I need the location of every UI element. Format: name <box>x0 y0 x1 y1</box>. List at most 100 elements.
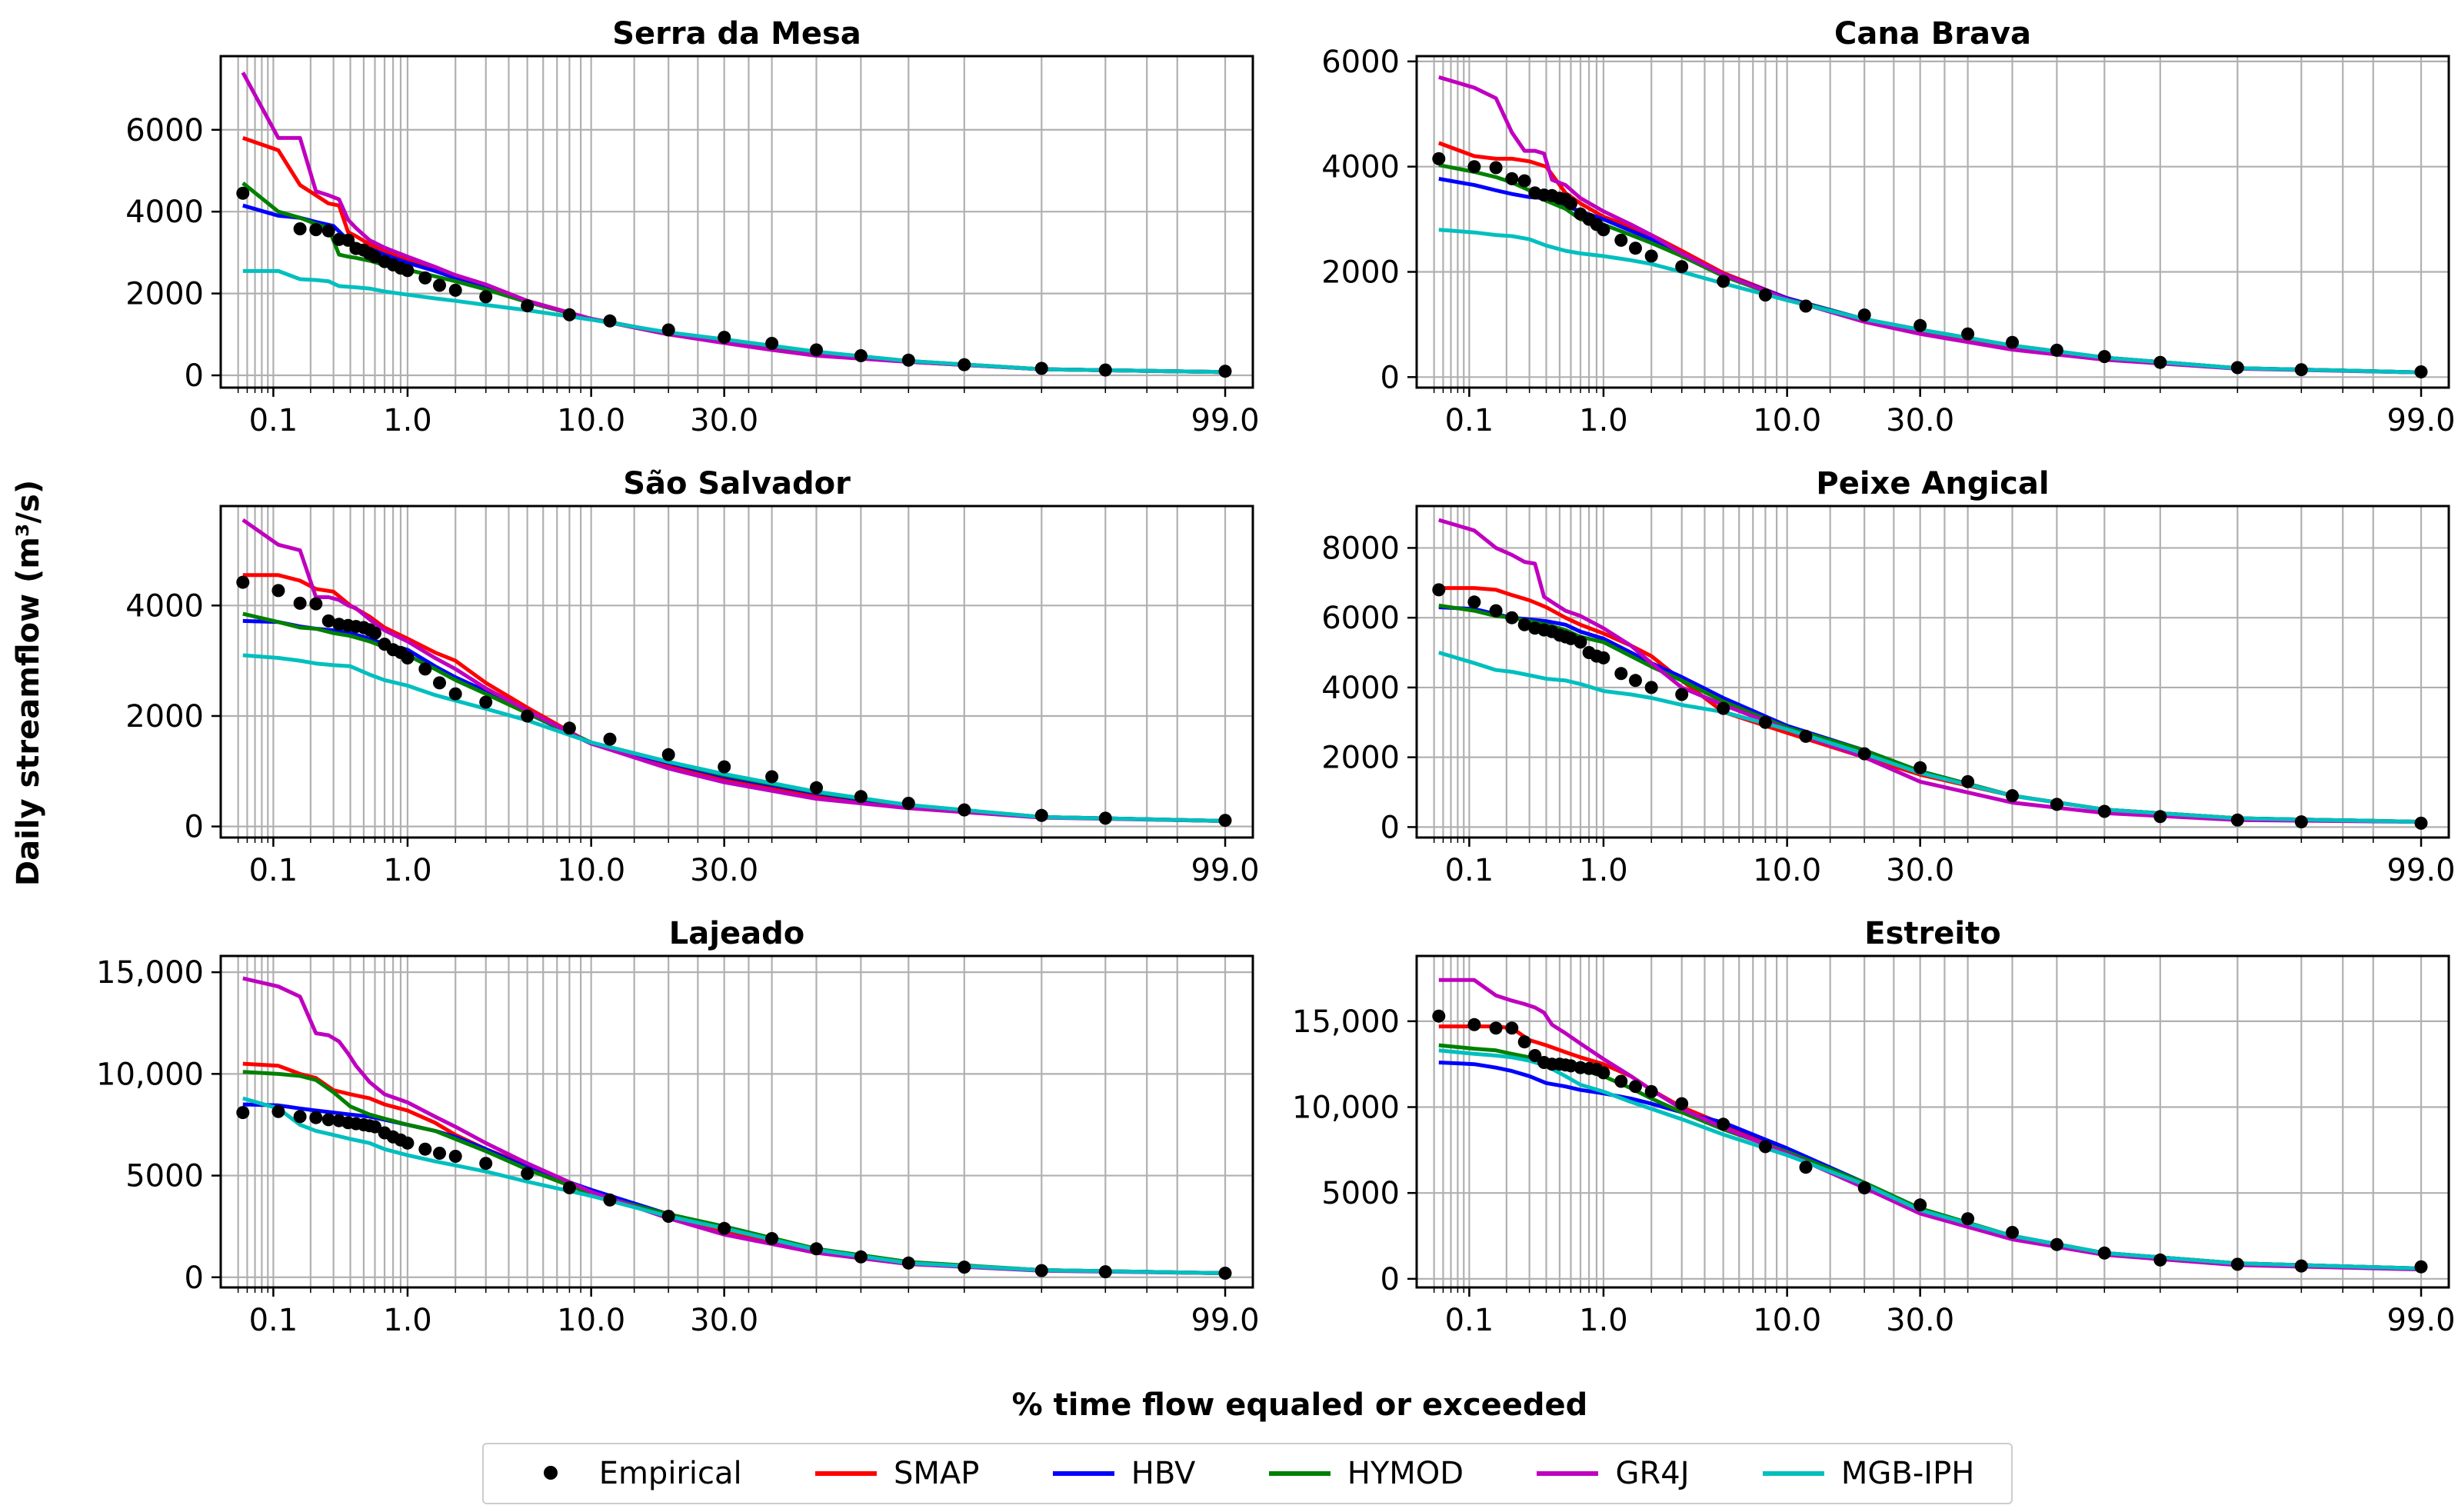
legend-swatch-gr4j <box>1537 1471 1599 1476</box>
empirical-point <box>1644 681 1658 694</box>
y-tick-label: 2000 <box>1321 255 1400 290</box>
empirical-point <box>521 709 535 723</box>
empirical-points <box>1432 583 2428 830</box>
empirical-point <box>1758 1140 1772 1154</box>
axes-frame <box>1415 505 2450 839</box>
legend-swatch-smap <box>814 1471 877 1476</box>
series-mgb-iph-line <box>242 268 1226 375</box>
grid <box>221 56 1253 388</box>
figure-ylabel: Daily streamflow (m³/s) <box>11 480 46 886</box>
panel-title: Lajeado <box>669 916 804 951</box>
empirical-point <box>1913 1198 1927 1212</box>
series-smap-line <box>1438 586 2422 824</box>
empirical-points <box>236 1104 1232 1280</box>
legend-item-hymod: HYMOD <box>1268 1456 1464 1491</box>
x-tick-label: 10.0 <box>1753 1303 1821 1338</box>
empirical-point <box>1629 674 1642 688</box>
empirical-point <box>603 1193 617 1207</box>
empirical-point <box>1629 1080 1642 1094</box>
y-tick-label: 2000 <box>125 277 204 312</box>
empirical-point <box>418 1142 432 1156</box>
y-tick-label: 4000 <box>1321 150 1400 185</box>
empirical-point <box>562 308 576 321</box>
x-tick-label: 99.0 <box>1191 853 1259 888</box>
empirical-point <box>1098 811 1112 825</box>
empirical-point <box>309 223 323 237</box>
empirical-point <box>854 1250 868 1264</box>
empirical-point <box>1961 774 1975 788</box>
empirical-point <box>1098 363 1112 377</box>
x-tick-label: 1.0 <box>383 853 432 888</box>
empirical-point <box>1758 715 1772 729</box>
x-tick-label: 99.0 <box>2386 853 2455 888</box>
empirical-point <box>1467 595 1481 609</box>
empirical-point <box>271 1104 285 1118</box>
empirical-point <box>2006 335 2019 349</box>
empirical-point <box>765 1232 779 1245</box>
empirical-point <box>1799 299 1813 313</box>
empirical-point <box>1857 747 1871 761</box>
x-tick-label: 30.0 <box>1886 853 1954 888</box>
empirical-point <box>418 271 432 285</box>
panel-1: 0.1 1.0 10.0 30.0 99.0 0 2000 4000 6000 Cana Brav… <box>1321 16 2455 438</box>
panel-2: 0.1 1.0 10.0 30.0 99.0 0 2000 4000 São Salvador <box>125 466 1259 888</box>
empirical-point <box>1432 152 1446 165</box>
empirical-point <box>718 760 731 774</box>
series-hymod-line <box>1438 163 2422 375</box>
empirical-point <box>1467 160 1481 174</box>
x-tick-label: 0.1 <box>1445 1303 1494 1338</box>
y-tick-label: 10,000 <box>96 1057 204 1092</box>
x-tick-label: 10.0 <box>1753 403 1821 438</box>
empirical-point <box>1857 308 1871 322</box>
empirical-point <box>1961 1212 1975 1226</box>
empirical-point <box>901 797 915 810</box>
series-hbv-line <box>242 203 1226 375</box>
x-tick-label: 30.0 <box>1886 1303 1954 1338</box>
empirical-point <box>1034 361 1048 375</box>
series-hymod-line <box>1438 603 2422 824</box>
empirical-point <box>401 264 415 278</box>
empirical-point <box>521 1167 535 1181</box>
empirical-point <box>958 358 971 371</box>
empirical-point <box>1644 249 1658 263</box>
series-hymod-line <box>1438 1043 2422 1271</box>
empirical-point <box>661 748 675 761</box>
empirical-point <box>2153 810 2167 824</box>
x-tick-label: 1.0 <box>383 403 432 438</box>
legend-label: Empirical <box>598 1456 742 1491</box>
empirical-point <box>1675 260 1689 274</box>
x-tick-label: 1.0 <box>1579 1303 1628 1338</box>
series-mgb-iph-line <box>1438 1048 2422 1271</box>
empirical-point <box>401 651 415 664</box>
empirical-point <box>1467 1017 1481 1031</box>
series-mgb-iph-line <box>1438 228 2422 375</box>
x-tick-label: 10.0 <box>557 853 625 888</box>
legend-swatch-hymod <box>1268 1471 1331 1476</box>
legend-item-smap: SMAP <box>814 1456 979 1491</box>
y-tick-label: 15,000 <box>1292 1004 1400 1040</box>
panel-3: 0.1 1.0 10.0 30.0 99.0 0 2000 4000 6000 8000 Peixe… <box>1321 466 2455 888</box>
empirical-point <box>2006 1226 2019 1239</box>
empirical-point <box>603 314 617 328</box>
y-tick-label: 5000 <box>125 1159 204 1194</box>
x-tick-label: 1.0 <box>383 1303 432 1338</box>
series-mgb-iph-line <box>242 653 1226 823</box>
x-tick-label: 30.0 <box>690 853 758 888</box>
empirical-point <box>1717 275 1730 288</box>
empirical-point <box>810 343 823 357</box>
empirical-point <box>1597 651 1610 664</box>
empirical-point <box>368 250 381 264</box>
empirical-point <box>854 790 868 804</box>
x-tick-label: 0.1 <box>1445 853 1494 888</box>
empirical-point <box>1758 288 1772 302</box>
empirical-points <box>1432 152 2428 378</box>
empirical-point <box>1675 1097 1689 1111</box>
x-tick-label: 30.0 <box>690 403 758 438</box>
figure-xlabel: % time flow equaled or exceeded <box>1012 1387 1588 1423</box>
empirical-point <box>2294 815 2308 829</box>
empirical-point <box>765 337 779 350</box>
empirical-point <box>2097 1246 2111 1260</box>
empirical-point <box>1857 1181 1871 1194</box>
empirical-point <box>448 283 462 297</box>
empirical-point <box>901 353 915 367</box>
